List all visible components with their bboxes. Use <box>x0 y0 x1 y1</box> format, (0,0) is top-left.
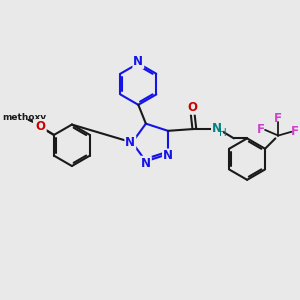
Text: methoxy: methoxy <box>3 113 47 122</box>
Text: F: F <box>291 125 299 138</box>
Text: N: N <box>163 149 173 163</box>
Text: F: F <box>257 123 265 136</box>
Text: O: O <box>36 120 46 133</box>
Text: N: N <box>125 136 135 149</box>
Text: H: H <box>219 128 226 138</box>
Text: O: O <box>34 119 44 132</box>
Text: F: F <box>274 112 282 125</box>
Text: N: N <box>212 122 222 134</box>
Text: N: N <box>133 55 143 68</box>
Text: O: O <box>188 101 197 114</box>
Text: N: N <box>141 157 151 170</box>
